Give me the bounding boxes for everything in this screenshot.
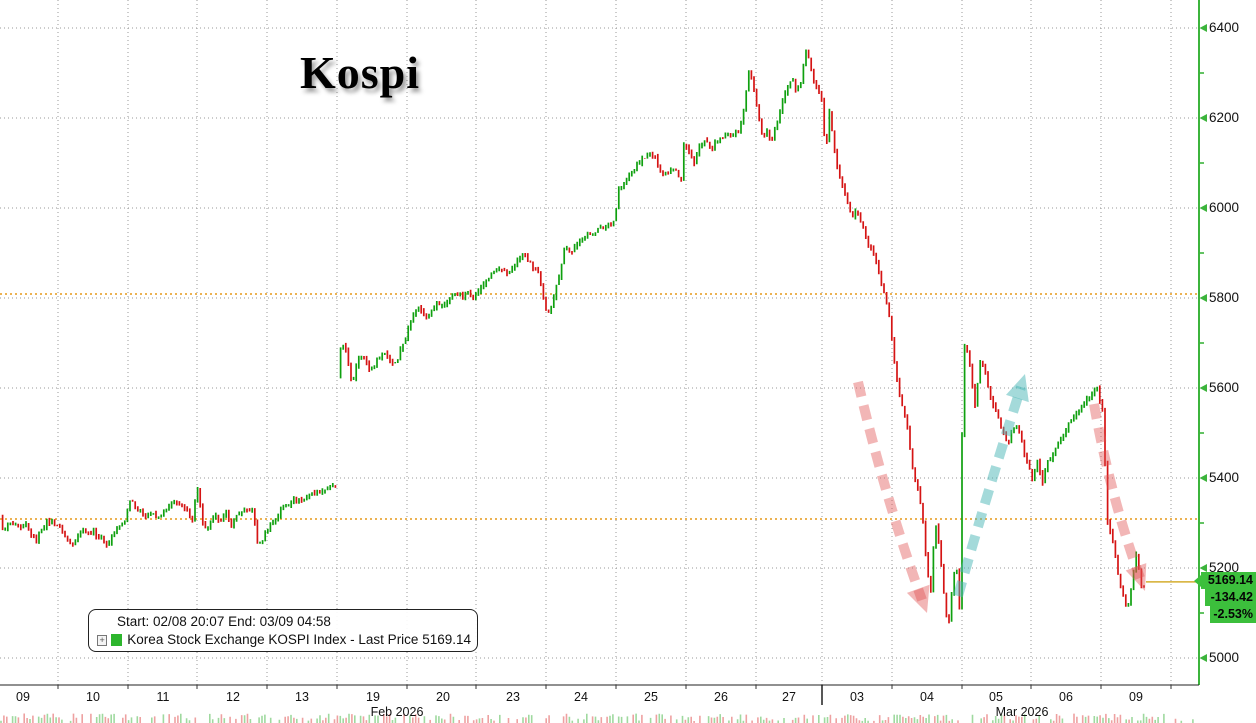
y-axis-price-label: 5000 <box>1209 650 1240 665</box>
sell-off-arrow-1-head <box>906 584 930 613</box>
x-axis-day-label: 26 <box>714 690 728 704</box>
y-axis-price-label: 5200 <box>1209 560 1240 575</box>
candles-up <box>4 49 1138 622</box>
last-price-tag: 5169.14 <box>1194 572 1256 589</box>
legend-box[interactable]: Start: 02/08 20:07 End: 03/09 04:58 + Ko… <box>88 609 478 652</box>
y-axis-price-label: 5600 <box>1209 380 1240 395</box>
y-tick-arrow <box>1199 564 1207 572</box>
rebound-arrow-shaft <box>953 385 1026 598</box>
x-axis-day-label: 13 <box>295 690 309 704</box>
x-axis-day-label: 23 <box>506 690 520 704</box>
series-color-swatch <box>111 634 123 646</box>
x-axis-month-label: Feb 2026 <box>370 705 424 719</box>
sell-off-arrow-1-shaft <box>853 380 927 602</box>
x-axis-day-label: 03 <box>850 690 864 704</box>
x-axis-month-label: Mar 2026 <box>995 705 1049 719</box>
y-axis-price-label: 6200 <box>1209 110 1240 125</box>
candles-down <box>1 49 1145 624</box>
sell-off-arrow-2-head <box>1125 563 1147 591</box>
x-axis-day-label: 19 <box>366 690 380 704</box>
rebound-arrow-head <box>1006 374 1029 403</box>
x-axis-day-label: 09 <box>16 690 30 704</box>
sell-off-arrow-2-shaft <box>1089 403 1145 580</box>
x-axis-day-label: 09 <box>1129 690 1143 704</box>
net-change-tag: -134.42 <box>1205 589 1256 606</box>
x-axis-day-label: 12 <box>226 690 240 704</box>
percent-change-tag: -2.53% <box>1210 606 1256 623</box>
y-tick-arrow <box>1199 474 1207 482</box>
x-axis-day-label: 11 <box>156 690 170 704</box>
x-axis-day-label: 04 <box>920 690 934 704</box>
lower-panel-sliver-down <box>3 713 1177 723</box>
legend-date-range: Start: 02/08 20:07 End: 03/09 04:58 <box>117 614 331 629</box>
chart-title: Kospi <box>299 47 421 98</box>
x-axis-day-label: 25 <box>644 690 658 704</box>
y-axis-price-label: 6400 <box>1209 20 1240 35</box>
y-tick-arrow <box>1199 114 1207 122</box>
legend-series-label: Korea Stock Exchange KOSPI Index - Last … <box>127 632 471 647</box>
x-axis-day-label: 24 <box>574 690 588 704</box>
legend-series-row: + Korea Stock Exchange KOSPI Index - Las… <box>97 631 471 649</box>
expand-toggle-icon[interactable]: + <box>97 634 108 646</box>
y-tick-arrow <box>1199 204 1207 212</box>
y-axis-price-label: 5400 <box>1209 470 1240 485</box>
y-axis-price-label: 6000 <box>1209 200 1240 215</box>
x-axis-day-label: 06 <box>1059 690 1073 704</box>
y-axis-price-label: 5800 <box>1209 290 1240 305</box>
y-tick-arrow <box>1199 294 1207 302</box>
y-tick-arrow <box>1199 654 1207 662</box>
y-tick-arrow <box>1199 384 1207 392</box>
lower-panel-sliver-up <box>0 713 1194 723</box>
x-axis-day-label: 27 <box>782 690 796 704</box>
x-axis-day-label: 10 <box>86 690 100 704</box>
x-axis-day-label: 20 <box>436 690 450 704</box>
y-tick-arrow <box>1199 24 1207 32</box>
x-axis-day-label: 05 <box>989 690 1003 704</box>
